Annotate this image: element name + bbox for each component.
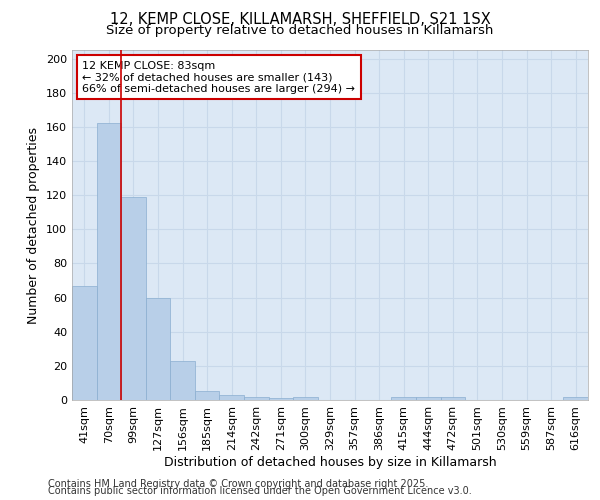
Bar (121, 197, 146, 400)
Bar (293, 396, 318, 400)
Text: Size of property relative to detached houses in Killamarsh: Size of property relative to detached ho… (106, 24, 494, 37)
Text: Contains HM Land Registry data © Crown copyright and database right 2025.: Contains HM Land Registry data © Crown c… (48, 479, 428, 489)
Bar (269, 398, 293, 400)
Bar (391, 396, 416, 400)
Y-axis label: Number of detached properties: Number of detached properties (28, 126, 40, 324)
Bar (244, 396, 269, 400)
Text: 12, KEMP CLOSE, KILLAMARSH, SHEFFIELD, S21 1SX: 12, KEMP CLOSE, KILLAMARSH, SHEFFIELD, S… (110, 12, 490, 28)
Bar (146, 298, 170, 400)
Text: 12 KEMP CLOSE: 83sqm
← 32% of detached houses are smaller (143)
66% of semi-deta: 12 KEMP CLOSE: 83sqm ← 32% of detached h… (82, 60, 355, 94)
Bar (220, 395, 244, 400)
Text: Contains public sector information licensed under the Open Government Licence v3: Contains public sector information licen… (48, 486, 472, 496)
X-axis label: Distribution of detached houses by size in Killamarsh: Distribution of detached houses by size … (164, 456, 496, 468)
Bar (170, 360, 195, 400)
Bar (416, 396, 440, 400)
Bar (440, 396, 465, 400)
Bar (563, 396, 588, 400)
Bar (72, 286, 97, 400)
Bar (97, 124, 121, 400)
Bar (195, 392, 220, 400)
